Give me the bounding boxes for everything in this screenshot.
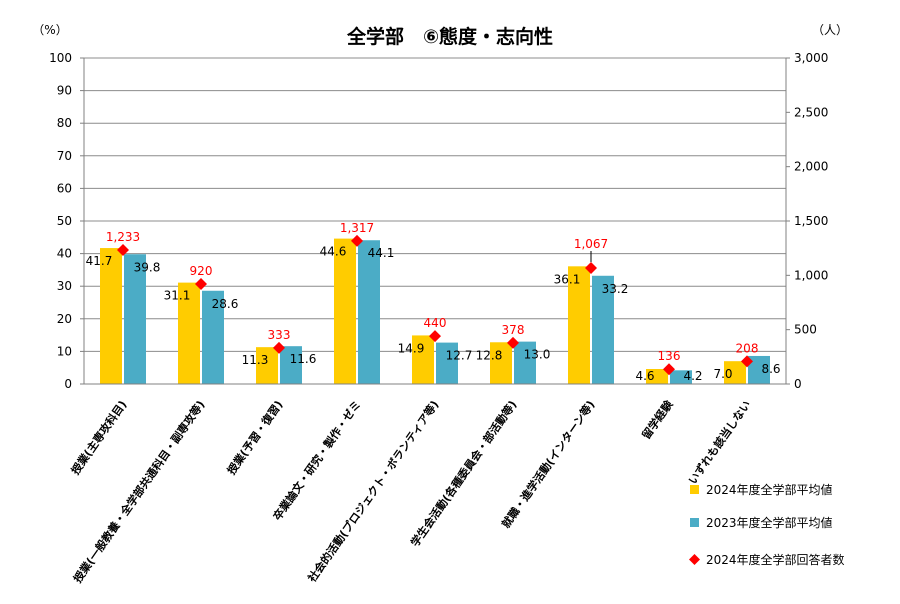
- legend-swatch: [690, 485, 699, 494]
- x-axis-category-label: 授業(一般教養・全学部共通科目・副専攻等): [70, 398, 207, 585]
- y-axis-tick-label: 80: [57, 116, 72, 130]
- data-label-2024: 36.1: [554, 272, 581, 286]
- x-axis-category-label: 社会的活動(プロジェクト・ボランティア等): [304, 398, 441, 586]
- y2-axis-tick-label: 2,500: [794, 105, 828, 119]
- x-axis-category-label: 就職・進学活動(インターン等): [499, 398, 598, 531]
- marker-respondents: [663, 363, 675, 376]
- bar-2023: [202, 290, 224, 384]
- legend-swatch: [690, 518, 699, 527]
- data-label-respondents: 333: [268, 328, 291, 342]
- data-label-2024: 4.6: [635, 369, 654, 383]
- bar-2024: [412, 335, 434, 384]
- bar-2024: [334, 238, 356, 384]
- y-axis-tick-label: 40: [57, 247, 72, 261]
- legend-swatch: [689, 554, 700, 565]
- y2-axis-tick-label: 3,000: [794, 51, 828, 65]
- bar-2023: [514, 341, 536, 384]
- data-label-respondents: 1,233: [106, 230, 140, 244]
- y2-axis-tick-label: 500: [794, 323, 817, 337]
- y-axis-tick-label: 100: [49, 51, 72, 65]
- marker-respondents: [351, 234, 363, 247]
- y-axis-tick-label: 60: [57, 181, 72, 195]
- data-label-2024: 41.7: [86, 254, 113, 268]
- bar-2023: [670, 370, 692, 384]
- x-axis-category-label: 留学経験: [639, 397, 676, 442]
- data-label-2023: 12.7: [446, 349, 473, 363]
- marker-respondents: [273, 341, 285, 354]
- marker-respondents: [585, 262, 597, 275]
- x-axis-category-label: いずれも該当しない: [685, 398, 753, 487]
- marker-respondents: [507, 336, 519, 349]
- data-label-respondents: 208: [736, 341, 759, 355]
- chart-title: 全学部 ⑥態度・志向性: [346, 25, 553, 48]
- bar-2023: [280, 346, 302, 384]
- x-axis-category-label: 卒業論文・研究・製作・ゼミ: [270, 398, 363, 523]
- data-label-2024: 12.8: [476, 348, 503, 362]
- y2-axis-tick-label: 1,000: [794, 268, 828, 282]
- y-axis-tick-label: 10: [57, 344, 72, 358]
- marker-respondents: [117, 244, 129, 257]
- y-axis-tick-label: 20: [57, 312, 72, 326]
- bar-2023: [358, 240, 380, 384]
- y2-axis-tick-label: 2,000: [794, 160, 828, 174]
- bar-2024: [568, 266, 590, 384]
- data-label-2024: 31.1: [164, 289, 191, 303]
- data-label-respondents: 920: [190, 264, 213, 278]
- bar-2023: [748, 355, 770, 384]
- bar-2024: [100, 248, 122, 384]
- data-label-2024: 11.3: [242, 353, 269, 367]
- y-axis-tick-label: 90: [57, 84, 72, 98]
- bar-2024: [178, 282, 200, 384]
- data-label-2023: 13.0: [524, 348, 551, 362]
- y-axis-tick-label: 30: [57, 279, 72, 293]
- legend-label: 2023年度全学部平均値: [706, 515, 833, 530]
- data-label-2023: 8.6: [761, 362, 780, 376]
- bar-2024: [256, 347, 278, 384]
- data-label-2023: 44.1: [368, 246, 395, 260]
- data-label-2023: 28.6: [212, 297, 239, 311]
- bar-2023: [124, 254, 146, 384]
- data-label-respondents: 1,317: [340, 221, 374, 235]
- data-label-2023: 11.6: [290, 352, 317, 366]
- y2-axis-tick-label: 0: [794, 377, 802, 391]
- bar-2024: [490, 342, 512, 384]
- y-axis-unit-right: （人）: [812, 23, 848, 37]
- x-axis-category-label: 授業(予習・復習): [224, 398, 285, 477]
- data-label-2023: 33.2: [602, 282, 629, 296]
- y2-axis-tick-label: 1,500: [794, 214, 828, 228]
- x-axis-category-label: 授業(主専攻科目): [68, 398, 129, 477]
- data-label-2024: 44.6: [320, 245, 347, 259]
- bar-2023: [436, 342, 458, 384]
- data-label-2023: 39.8: [134, 260, 161, 274]
- y-axis-unit-left: （%）: [32, 23, 67, 37]
- bar-2023: [592, 275, 614, 384]
- marker-respondents: [195, 278, 207, 291]
- bar-2024: [646, 369, 668, 384]
- data-label-2024: 14.9: [398, 341, 425, 355]
- data-label-2023: 4.2: [683, 369, 702, 383]
- legend-label: 2024年度全学部回答者数: [706, 552, 845, 567]
- y-axis-tick-label: 70: [57, 149, 72, 163]
- data-label-2024: 7.0: [713, 367, 732, 381]
- marker-respondents: [429, 330, 441, 343]
- data-label-respondents: 378: [502, 323, 525, 337]
- data-label-respondents: 440: [424, 316, 447, 330]
- data-label-respondents: 1,067: [574, 237, 608, 251]
- bar-2024: [724, 361, 746, 384]
- data-label-respondents: 136: [658, 349, 681, 363]
- y-axis-tick-label: 50: [57, 214, 72, 228]
- marker-respondents: [741, 355, 753, 368]
- legend-label: 2024年度全学部平均値: [706, 482, 833, 497]
- y-axis-tick-label: 0: [64, 377, 72, 391]
